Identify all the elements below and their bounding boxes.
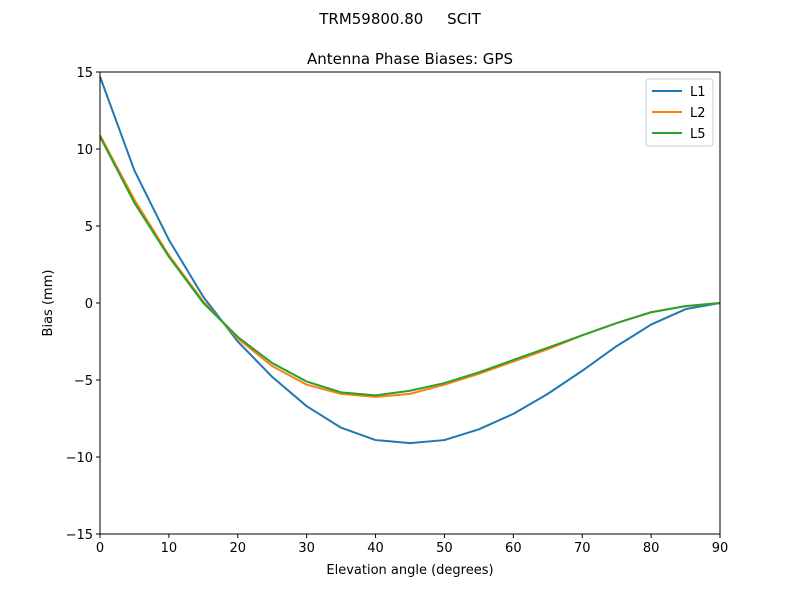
y-axis-label: Bias (mm) bbox=[41, 270, 56, 337]
legend-label-l1: L1 bbox=[690, 85, 706, 100]
y-tick-label: 15 bbox=[76, 66, 93, 81]
x-tick-label: 30 bbox=[298, 541, 315, 556]
axes-frame bbox=[99, 71, 721, 535]
x-tick-label: 70 bbox=[574, 541, 591, 556]
chart-title: Antenna Phase Biases: GPS bbox=[307, 50, 513, 68]
legend-label-l5: L5 bbox=[690, 127, 706, 142]
legend: L1 L2 L5 bbox=[645, 78, 714, 147]
y-tick-label: −5 bbox=[74, 374, 93, 389]
y-tick-label: −15 bbox=[66, 528, 93, 543]
series-line-l5 bbox=[99, 136, 721, 397]
x-tick-label: 0 bbox=[96, 541, 104, 556]
y-tick-label: 10 bbox=[76, 143, 93, 158]
series-line-l1 bbox=[99, 76, 721, 445]
y-tick-label: 5 bbox=[85, 220, 93, 235]
x-tick-label: 10 bbox=[161, 541, 178, 556]
x-tick-label: 20 bbox=[230, 541, 247, 556]
x-tick-label: 50 bbox=[436, 541, 453, 556]
x-axis-label: Elevation angle (degrees) bbox=[326, 563, 493, 578]
series-line-l2 bbox=[99, 134, 721, 398]
y-tick-label: −10 bbox=[66, 451, 93, 466]
x-tick-label: 60 bbox=[505, 541, 522, 556]
chart-suptitle: TRM59800.80 SCIT bbox=[318, 10, 481, 28]
x-tick-label: 80 bbox=[643, 541, 660, 556]
y-tick-label: 0 bbox=[85, 297, 93, 312]
x-tick-label: 40 bbox=[367, 541, 384, 556]
x-tick-label: 90 bbox=[712, 541, 729, 556]
legend-label-l2: L2 bbox=[690, 106, 706, 121]
